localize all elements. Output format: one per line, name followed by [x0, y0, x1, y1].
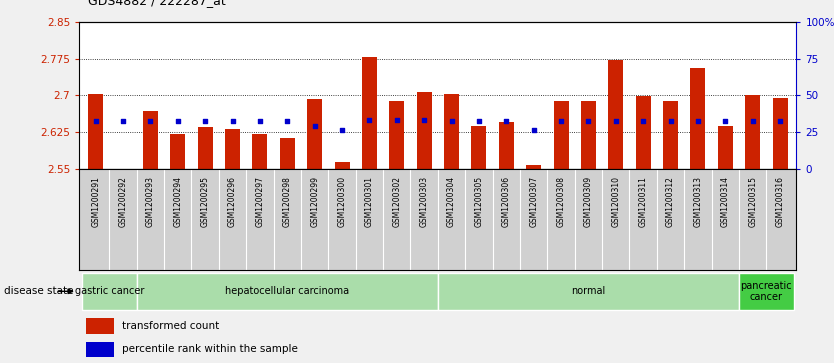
Text: GSM1200312: GSM1200312 [666, 176, 675, 227]
Point [226, 118, 239, 124]
Point [363, 117, 376, 123]
Bar [307, 99, 322, 169]
Text: GSM1200313: GSM1200313 [693, 176, 702, 227]
Point [500, 118, 513, 124]
Point [773, 118, 786, 124]
Bar [362, 57, 377, 169]
Bar [225, 129, 240, 169]
Bar [663, 101, 678, 169]
Text: gastric cancer: gastric cancer [75, 286, 144, 296]
Bar [471, 126, 486, 169]
Text: GSM1200309: GSM1200309 [584, 176, 593, 227]
Point [280, 118, 294, 124]
Point [719, 118, 732, 124]
Point [89, 118, 103, 124]
Text: GSM1200291: GSM1200291 [91, 176, 100, 227]
Text: GSM1200304: GSM1200304 [447, 176, 456, 227]
Point [445, 118, 458, 124]
Bar [581, 101, 596, 169]
Point [746, 118, 759, 124]
Point [636, 118, 650, 124]
Bar [444, 94, 459, 169]
Bar [88, 94, 103, 169]
Bar [82, 273, 137, 310]
Text: GSM1200293: GSM1200293 [146, 176, 155, 227]
Text: disease state: disease state [4, 286, 73, 296]
Point [555, 118, 568, 124]
Point [691, 118, 705, 124]
Text: GSM1200298: GSM1200298 [283, 176, 292, 227]
Text: normal: normal [571, 286, 605, 296]
Point [609, 118, 622, 124]
Bar [691, 68, 706, 169]
Text: GSM1200294: GSM1200294 [173, 176, 183, 227]
Text: pancreatic
cancer: pancreatic cancer [741, 281, 792, 302]
Point [390, 117, 404, 123]
Bar [334, 162, 349, 169]
Text: GDS4882 / 222287_at: GDS4882 / 222287_at [88, 0, 225, 7]
Point [171, 118, 184, 124]
Bar [198, 127, 213, 169]
Bar [253, 134, 268, 169]
Text: GSM1200302: GSM1200302 [392, 176, 401, 227]
Bar [87, 342, 114, 357]
Point [418, 117, 431, 123]
Text: GSM1200303: GSM1200303 [420, 176, 429, 227]
Point [308, 123, 321, 129]
Bar [718, 126, 733, 169]
Bar [636, 96, 651, 169]
Text: GSM1200300: GSM1200300 [338, 176, 347, 227]
Point [335, 127, 349, 132]
Point [254, 118, 267, 124]
Text: GSM1200299: GSM1200299 [310, 176, 319, 227]
Bar [417, 92, 432, 169]
Point [143, 118, 157, 124]
Text: GSM1200307: GSM1200307 [529, 176, 538, 227]
Text: GSM1200301: GSM1200301 [365, 176, 374, 227]
Bar [739, 273, 794, 310]
Point [198, 118, 212, 124]
Text: transformed count: transformed count [122, 321, 219, 331]
Text: GSM1200297: GSM1200297 [255, 176, 264, 227]
Text: GSM1200308: GSM1200308 [556, 176, 565, 227]
Text: GSM1200306: GSM1200306 [502, 176, 510, 227]
Bar [143, 111, 158, 169]
Bar [279, 138, 294, 169]
Text: GSM1200305: GSM1200305 [475, 176, 484, 227]
Bar [745, 95, 761, 169]
Point [117, 118, 130, 124]
Text: GSM1200314: GSM1200314 [721, 176, 730, 227]
Bar [438, 273, 739, 310]
Text: GSM1200310: GSM1200310 [611, 176, 620, 227]
Point [527, 127, 540, 132]
Text: GSM1200316: GSM1200316 [776, 176, 785, 227]
Text: GSM1200295: GSM1200295 [201, 176, 209, 227]
Text: GSM1200292: GSM1200292 [118, 176, 128, 227]
Bar [87, 318, 114, 334]
Text: GSM1200315: GSM1200315 [748, 176, 757, 227]
Bar [608, 60, 623, 169]
Text: GSM1200296: GSM1200296 [228, 176, 237, 227]
Text: percentile rank within the sample: percentile rank within the sample [122, 344, 298, 354]
Bar [389, 101, 404, 169]
Point [582, 118, 595, 124]
Point [472, 118, 485, 124]
Bar [499, 122, 514, 169]
Point [664, 118, 677, 124]
Text: hepatocellular carcinoma: hepatocellular carcinoma [225, 286, 349, 296]
Bar [137, 273, 438, 310]
Bar [554, 101, 569, 169]
Bar [526, 165, 541, 169]
Bar [772, 98, 787, 169]
Bar [170, 134, 185, 169]
Text: GSM1200311: GSM1200311 [639, 176, 648, 227]
